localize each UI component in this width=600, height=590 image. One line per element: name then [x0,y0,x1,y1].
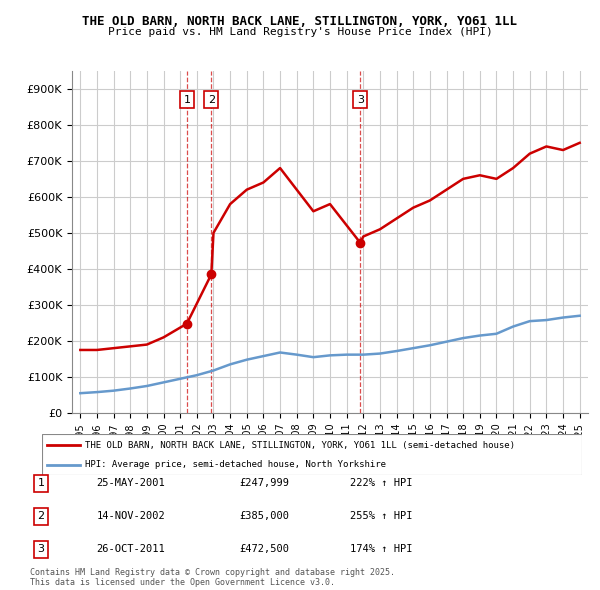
Text: 25-MAY-2001: 25-MAY-2001 [96,478,165,488]
Text: HPI: Average price, semi-detached house, North Yorkshire: HPI: Average price, semi-detached house,… [85,460,386,469]
Text: 174% ↑ HPI: 174% ↑ HPI [350,545,413,554]
Text: 255% ↑ HPI: 255% ↑ HPI [350,512,413,521]
Text: 26-OCT-2011: 26-OCT-2011 [96,545,165,554]
Text: Price paid vs. HM Land Registry's House Price Index (HPI): Price paid vs. HM Land Registry's House … [107,27,493,37]
Text: 14-NOV-2002: 14-NOV-2002 [96,512,165,521]
Text: £247,999: £247,999 [240,478,290,488]
Text: 2: 2 [208,94,215,104]
Text: £385,000: £385,000 [240,512,290,521]
Text: THE OLD BARN, NORTH BACK LANE, STILLINGTON, YORK, YO61 1LL: THE OLD BARN, NORTH BACK LANE, STILLINGT… [83,15,517,28]
Text: 3: 3 [38,545,44,554]
Text: THE OLD BARN, NORTH BACK LANE, STILLINGTON, YORK, YO61 1LL (semi-detached house): THE OLD BARN, NORTH BACK LANE, STILLINGT… [85,441,515,450]
Text: 222% ↑ HPI: 222% ↑ HPI [350,478,413,488]
Text: 3: 3 [357,94,364,104]
FancyBboxPatch shape [42,434,582,475]
Text: Contains HM Land Registry data © Crown copyright and database right 2025.
This d: Contains HM Land Registry data © Crown c… [30,568,395,587]
Text: 2: 2 [37,512,44,521]
Text: £472,500: £472,500 [240,545,290,554]
Text: 1: 1 [184,94,190,104]
Text: 1: 1 [38,478,44,488]
